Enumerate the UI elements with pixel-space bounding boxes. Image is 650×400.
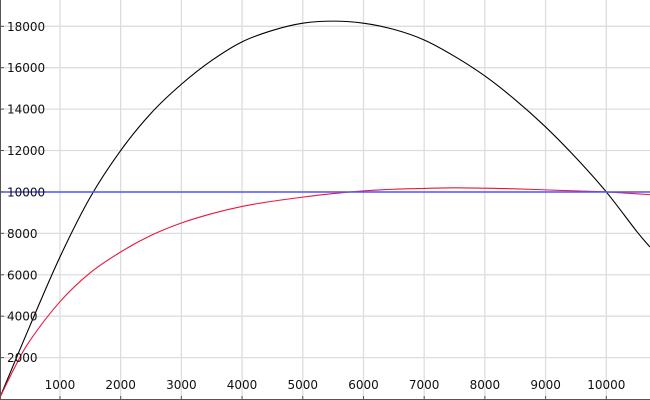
- y-tick-label: 18000: [7, 20, 45, 34]
- x-tick-label: 8000: [470, 378, 501, 392]
- x-tick-label: 1000: [45, 378, 76, 392]
- x-tick-label: 4000: [227, 378, 258, 392]
- x-tick-label: 3000: [166, 378, 197, 392]
- x-tick-label: 5000: [287, 378, 318, 392]
- x-tick-label: 2000: [105, 378, 136, 392]
- y-tick-label: 2000: [7, 351, 38, 365]
- x-tick-label: 10000: [587, 378, 625, 392]
- series-line-0: [0, 20, 650, 399]
- x-tick-label: 7000: [409, 378, 440, 392]
- y-tick-label: 16000: [7, 61, 45, 75]
- y-tick-label: 4000: [7, 310, 38, 324]
- y-tick-label: 14000: [7, 103, 45, 117]
- series-group: [0, 20, 650, 399]
- x-tick-label: 6000: [348, 378, 379, 392]
- y-tick-label: 12000: [7, 144, 45, 158]
- y-tick-label: 8000: [7, 227, 38, 241]
- x-tick-label: 9000: [530, 378, 561, 392]
- y-tick-label: 6000: [7, 268, 38, 282]
- y-tick-label: 10000: [7, 185, 45, 199]
- series-line-1: [0, 187, 650, 399]
